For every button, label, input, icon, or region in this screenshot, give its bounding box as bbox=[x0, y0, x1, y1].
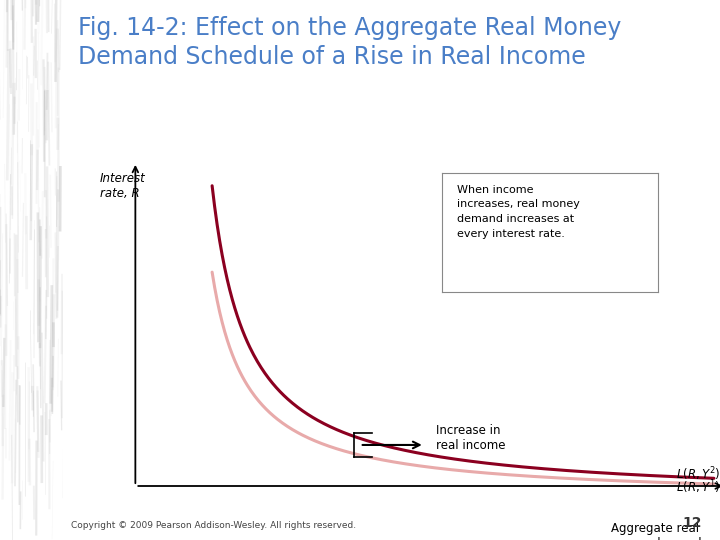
Text: When income
increases, real money
demand increases at
every interest rate.: When income increases, real money demand… bbox=[457, 185, 580, 239]
Text: $L(R, Y^1)$: $L(R, Y^1)$ bbox=[675, 478, 720, 496]
Text: 12: 12 bbox=[683, 516, 702, 530]
Text: Interest
rate, R: Interest rate, R bbox=[100, 172, 145, 200]
Text: Increase in
real income: Increase in real income bbox=[436, 424, 506, 453]
Text: $L(R, Y^2)$: $L(R, Y^2)$ bbox=[675, 466, 720, 483]
Text: Fig. 14-2: Effect on the Aggregate Real Money
Demand Schedule of a Rise in Real : Fig. 14-2: Effect on the Aggregate Real … bbox=[78, 16, 621, 69]
Text: Copyright © 2009 Pearson Addison-Wesley. All rights reserved.: Copyright © 2009 Pearson Addison-Wesley.… bbox=[71, 521, 356, 530]
Text: Aggregate real
money demand: Aggregate real money demand bbox=[608, 522, 701, 540]
